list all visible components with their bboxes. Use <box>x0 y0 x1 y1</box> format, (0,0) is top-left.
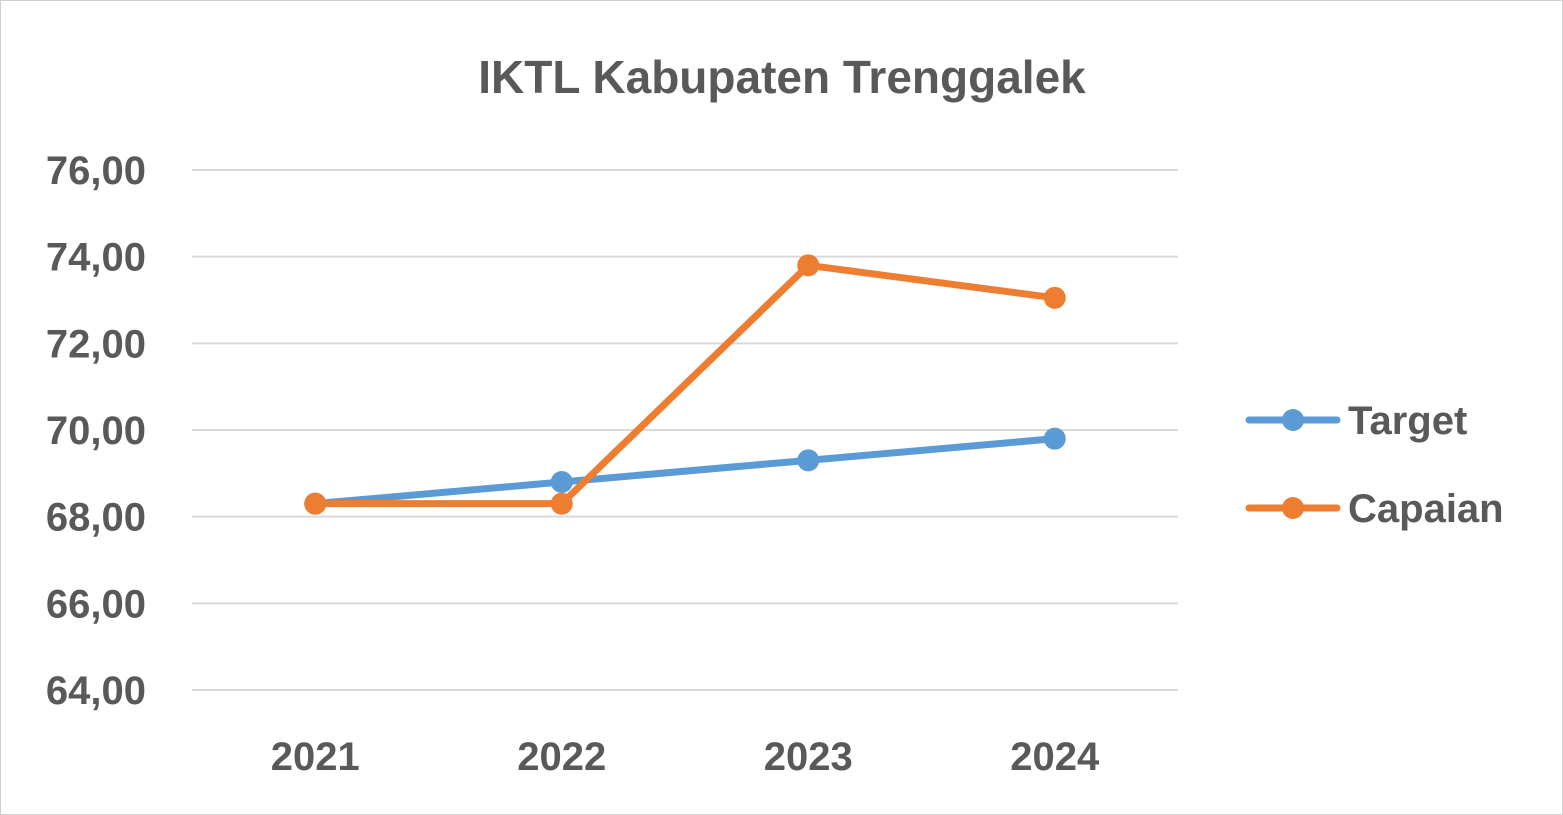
data-point <box>1043 286 1066 309</box>
gridlines <box>192 169 1178 691</box>
legend: Target Capaian <box>1245 399 1504 531</box>
data-point <box>550 492 573 515</box>
y-axis: 76,00 74,00 72,00 70,00 68,00 66,00 64,00 <box>46 149 146 713</box>
chart-title: IKTL Kabupaten Trenggalek <box>478 51 1086 103</box>
x-tick-label: 2022 <box>517 735 606 779</box>
x-axis: 2021 2022 2023 2024 <box>271 735 1100 779</box>
legend-swatch-marker <box>1282 497 1304 519</box>
y-tick-label: 72,00 <box>46 322 146 366</box>
legend-label: Capaian <box>1348 487 1504 531</box>
y-tick-label: 66,00 <box>46 582 146 626</box>
data-point <box>550 471 573 493</box>
legend-label: Target <box>1348 399 1467 443</box>
data-point <box>797 449 820 472</box>
y-tick-label: 76,00 <box>46 149 146 193</box>
series-line <box>311 261 1059 508</box>
legend-item-capaian: Capaian <box>1245 487 1504 531</box>
series-line <box>311 435 1059 508</box>
y-tick-label: 64,00 <box>46 669 146 713</box>
series-capaian <box>304 254 1066 515</box>
data-point <box>797 254 820 277</box>
y-tick-label: 68,00 <box>46 496 146 540</box>
data-point <box>304 492 327 515</box>
legend-item-target: Target <box>1245 399 1467 443</box>
y-tick-label: 70,00 <box>46 409 146 453</box>
x-tick-label: 2024 <box>1010 735 1100 779</box>
series-layer <box>304 254 1066 515</box>
x-tick-label: 2023 <box>764 735 853 779</box>
legend-swatch-marker <box>1282 409 1304 431</box>
y-tick-label: 74,00 <box>46 236 146 280</box>
x-tick-label: 2021 <box>271 735 360 779</box>
data-point <box>1043 427 1066 450</box>
